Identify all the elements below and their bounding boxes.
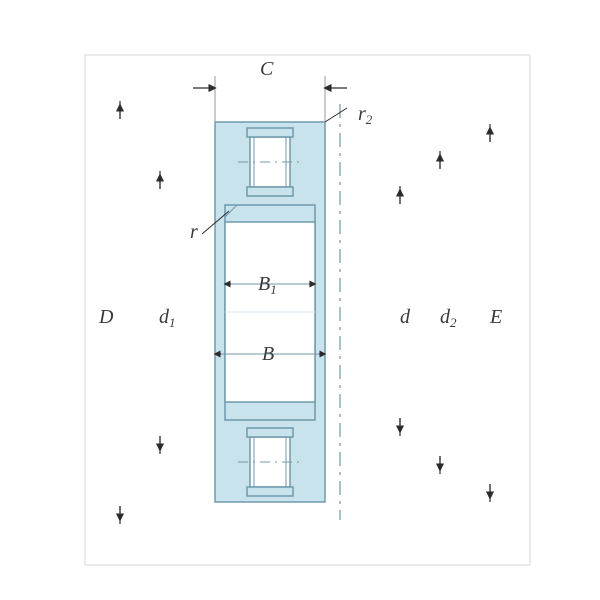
svg-text:B: B: [262, 343, 274, 365]
svg-text:d: d: [400, 306, 411, 328]
svg-text:r: r: [190, 221, 198, 243]
svg-text:E: E: [489, 306, 502, 328]
svg-text:D: D: [98, 306, 114, 328]
svg-text:C: C: [260, 58, 274, 80]
